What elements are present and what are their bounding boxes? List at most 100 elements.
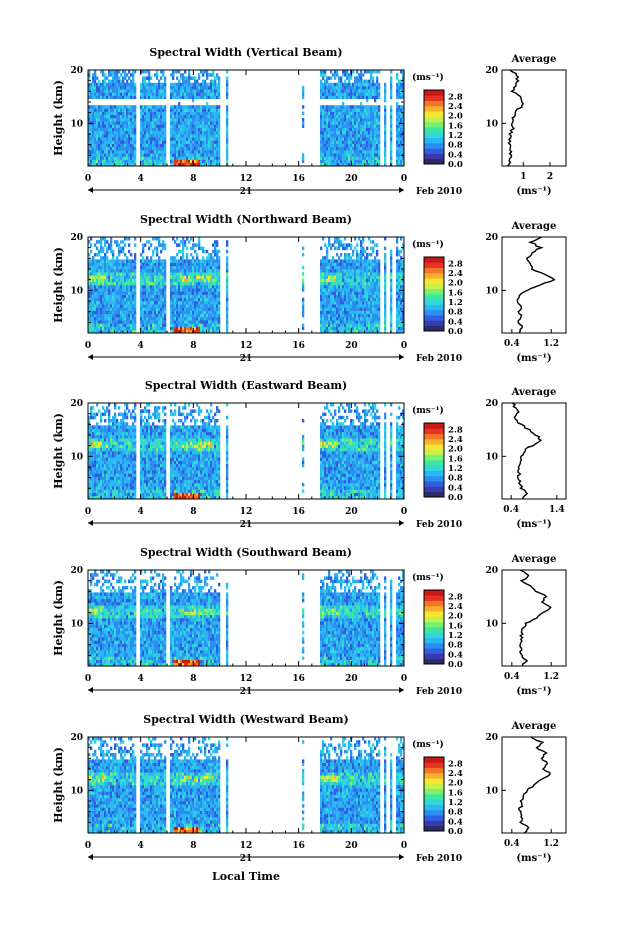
heatmap-cell [204,265,207,270]
heatmap-cell [188,73,191,77]
heatmap-cell [180,281,183,286]
heatmap-cell [134,281,137,286]
heatmap-cell [140,124,143,128]
heatmap-cell [178,288,181,292]
heatmap-cell [190,323,193,327]
heatmap-cell [334,275,337,279]
heatmap-cell [346,127,349,132]
heatmap-cell [342,121,345,125]
heatmap-cell [360,313,363,318]
heatmap-cell [350,313,353,318]
heatmap-cell [152,89,155,93]
heatmap-cell [132,317,135,321]
heatmap-cell [130,294,133,299]
heatmap-cell [356,243,359,247]
heatmap-cell [114,89,117,93]
heatmap-cell [118,124,121,128]
heatmap-cell [206,137,209,141]
heatmap-cell [124,76,127,80]
heatmap-cell [108,86,111,90]
heatmap-cell [356,137,359,141]
heatmap-cell [156,313,159,318]
heatmap-cell [146,297,149,302]
heatmap-cell [198,313,201,318]
heatmap-cell [100,313,103,318]
heatmap-cell [108,118,111,122]
heatmap-cell [200,118,203,122]
heatmap-cell [358,143,361,148]
heatmap-cell [122,118,125,122]
heatmap-cell [96,114,99,119]
heatmap-cell [226,297,229,302]
heatmap-cell [350,92,353,96]
heatmap-cell [144,108,147,112]
heatmap-cell [212,243,215,247]
heatmap-cell [330,146,333,151]
heatmap-cell [112,86,115,90]
heatmap-cell [336,304,339,308]
heatmap-cell [336,288,339,292]
heatmap-cell [124,162,127,167]
heatmap-cell [150,243,153,247]
heatmap-cell [122,114,125,119]
heatmap-cell [190,153,193,157]
heatmap-cell [142,137,145,141]
heatmap-cell [140,323,143,327]
heatmap-cell [108,121,111,125]
heatmap-cell [156,275,159,279]
heatmap-cell [376,89,379,93]
heatmap-cell [132,297,135,302]
heatmap-cell [322,86,325,90]
heatmap-cell [172,285,175,289]
heatmap-cell [180,140,183,144]
heatmap-cell [130,121,133,125]
heatmap-cell [106,153,109,157]
heatmap-cell [360,249,363,254]
heatmap-cell [216,275,219,279]
heatmap-cell [156,146,159,151]
heatmap-cell [346,317,349,321]
heatmap-cell [156,143,159,148]
heatmap-cell [210,304,213,308]
heatmap-cell [402,70,405,74]
heatmap-cell [356,118,359,122]
heatmap-cell [320,130,323,135]
heatmap-cell [132,89,135,93]
heatmap-cell [188,111,191,116]
heatmap-cell [120,281,123,286]
heatmap-cell [188,297,191,302]
heatmap-cell [346,291,349,295]
heatmap-cell [338,143,341,148]
heatmap-cell [110,124,113,128]
heatmap-cell [104,76,107,80]
average-x-axis-label: (ms⁻¹) [516,186,551,197]
heatmap-cell [322,118,325,122]
heatmap-cell [368,320,371,324]
heatmap-cell [332,256,335,260]
heatmap-cell [202,281,205,286]
heatmap-cell [214,95,217,100]
heatmap-cell [362,288,365,292]
heatmap-cell [338,320,341,324]
heatmap-cell [132,70,135,74]
heatmap-cell [106,285,109,289]
heatmap-cell [346,326,349,331]
heatmap-cell [94,76,97,80]
heatmap-cell [102,294,105,299]
heatmap-cell [124,329,127,334]
heatmap-cell [366,150,369,154]
heatmap-cell [154,317,157,321]
heatmap-cell [320,124,323,128]
heatmap-cell [194,124,197,128]
heatmap-cell [352,269,355,273]
heatmap-cell [164,92,167,96]
heatmap-cell [336,130,339,135]
heatmap-cell [390,137,393,141]
heatmap-cell [96,329,99,334]
heatmap-cell [108,320,111,324]
heatmap-cell [124,265,127,270]
heatmap-cell [210,121,213,125]
heatmap-cell [146,108,149,112]
heatmap-cell [370,92,373,96]
heatmap-cell [338,79,341,84]
